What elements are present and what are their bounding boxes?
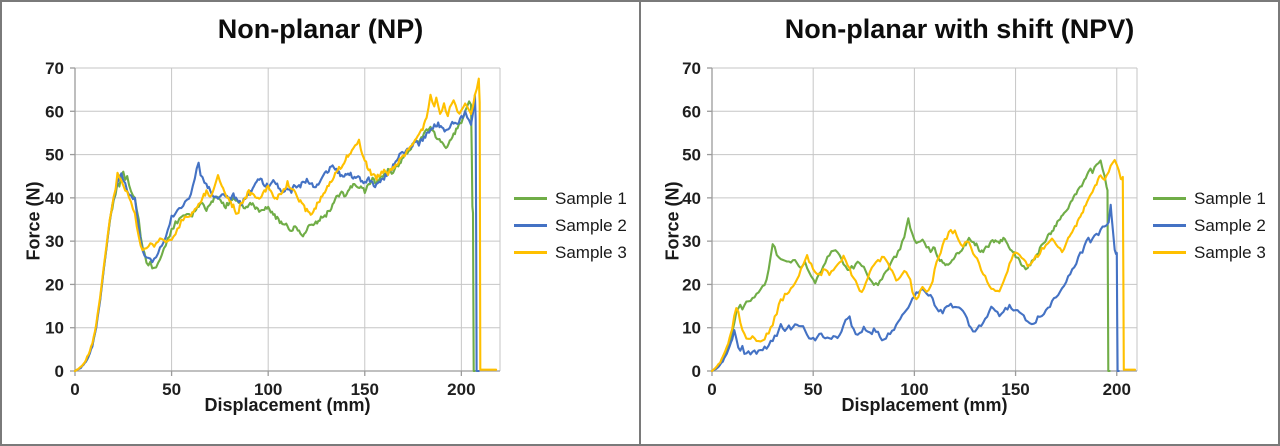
y-tick-label: 20 <box>45 275 64 294</box>
plot-area-npv: 0 10 20 30 40 50 60 70 0 50 100 150 200 <box>682 59 1138 399</box>
x-tick-label: 150 <box>351 380 379 399</box>
legend-item: Sample 3 <box>514 239 627 266</box>
x-tick-label: 50 <box>804 380 823 399</box>
legend-label: Sample 3 <box>1194 242 1266 262</box>
y-tick-label: 60 <box>45 102 64 121</box>
legend-item: Sample 2 <box>514 212 627 239</box>
x-tick-label: 150 <box>1001 380 1029 399</box>
legend-label: Sample 2 <box>1194 215 1266 235</box>
x-tick-label: 200 <box>1103 380 1131 399</box>
legend-label: Sample 1 <box>555 188 627 208</box>
series-line-sample-1 <box>710 159 1111 373</box>
legend: Sample 1 Sample 2 Sample 3 <box>514 185 627 266</box>
y-tick-label: 10 <box>682 319 701 338</box>
x-tick-label: 0 <box>70 380 79 399</box>
series-line-sample-3 <box>710 158 1137 373</box>
legend-item: Sample 1 <box>1153 185 1266 212</box>
legend-line-icon <box>514 197 547 200</box>
y-tick-label: 20 <box>682 275 701 294</box>
y-tick-label: 50 <box>45 146 64 165</box>
y-axis-label: Force (N) <box>662 181 683 261</box>
legend-label: Sample 1 <box>1194 188 1266 208</box>
legend-line-icon <box>1153 197 1186 200</box>
legend-item: Sample 3 <box>1153 239 1266 266</box>
legend-item: Sample 2 <box>1153 212 1266 239</box>
y-tick-label: 50 <box>682 146 701 165</box>
legend-line-icon <box>1153 251 1186 254</box>
x-axis-label: Displacement (mm) <box>204 395 371 415</box>
y-tick-label: 30 <box>45 232 64 251</box>
y-tick-label: 40 <box>45 189 64 208</box>
legend: Sample 1 Sample 2 Sample 3 <box>1153 185 1266 266</box>
legend-line-icon <box>514 224 547 227</box>
legend-line-icon <box>1153 224 1186 227</box>
legend-label: Sample 2 <box>555 215 627 235</box>
x-tick-label: 0 <box>707 380 716 399</box>
chart-title: Non-planar (NP) <box>217 14 424 44</box>
y-tick-label: 0 <box>692 362 701 381</box>
x-tick-label: 100 <box>254 380 282 399</box>
legend-item: Sample 1 <box>514 185 627 212</box>
y-tick-label: 70 <box>45 59 64 78</box>
x-tick-label: 50 <box>162 380 181 399</box>
y-tick-label: 60 <box>682 102 701 121</box>
series-line-sample-3 <box>73 77 498 373</box>
legend-line-icon <box>514 251 547 254</box>
x-axis-label: Displacement (mm) <box>841 395 1008 415</box>
chart-title: Non-planar with shift (NPV) <box>784 14 1135 44</box>
x-tick-label: 100 <box>900 380 928 399</box>
chart-panel-npv: 0 10 20 30 40 50 60 70 0 50 100 150 200 Non-planar w… <box>641 2 1278 444</box>
y-tick-label: 30 <box>682 232 701 251</box>
chart-panel-np: 0 10 20 30 40 50 60 70 0 50 100 150 200 Non-planar (… <box>2 2 641 444</box>
y-tick-label: 70 <box>682 59 701 78</box>
x-tick-label: 200 <box>447 380 475 399</box>
plot-area-np: 0 10 20 30 40 50 60 70 0 50 100 150 200 <box>45 59 501 399</box>
y-tick-label: 0 <box>55 362 64 381</box>
y-tick-label: 10 <box>45 319 64 338</box>
series-line-sample-2 <box>710 203 1120 373</box>
y-axis-label: Force (N) <box>23 181 44 261</box>
y-tick-label: 40 <box>682 189 701 208</box>
legend-label: Sample 3 <box>555 242 627 262</box>
